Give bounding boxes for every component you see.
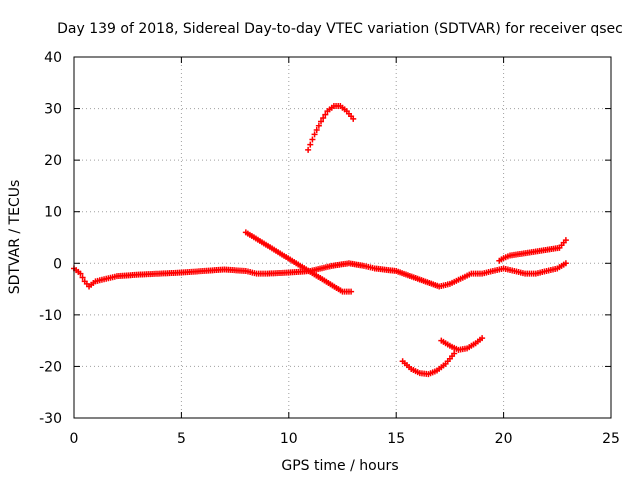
series-isolated	[242, 229, 355, 295]
data-point	[562, 260, 569, 267]
series-lower-arc-a	[399, 350, 458, 378]
y-tick-label: -20	[39, 359, 62, 375]
chart-title: Day 139 of 2018, Sidereal Day-to-day VTE…	[57, 21, 623, 37]
data-point	[309, 136, 316, 143]
y-tick-label: 0	[53, 256, 62, 272]
data-point	[307, 141, 314, 148]
x-tick-label: 5	[177, 431, 186, 447]
data-point	[562, 237, 569, 244]
data-point	[79, 274, 86, 281]
x-tick-label: 15	[387, 431, 405, 447]
grid	[74, 57, 611, 418]
y-tick-label: 40	[44, 50, 62, 66]
y-tick-label: 10	[44, 205, 62, 221]
data-point	[311, 131, 318, 138]
y-tick-label: 20	[44, 153, 62, 169]
series-lower-arc-b	[438, 335, 486, 353]
y-tick-label: -30	[39, 411, 62, 427]
x-axis-label: GPS time / hours	[281, 458, 398, 474]
y-tick-label: 30	[44, 102, 62, 118]
series-spikes	[496, 237, 569, 264]
series-baseline	[71, 260, 569, 290]
x-tick-label: 20	[495, 431, 513, 447]
tick-labels: 0 5 10 15 20 25 -30 -20 -10 0 10 20 30 40	[39, 50, 620, 447]
data-point	[315, 122, 322, 129]
x-tick-label: 0	[70, 431, 79, 447]
plot-frame	[73, 56, 612, 419]
data-point	[77, 270, 84, 277]
series-upper-arc	[305, 102, 357, 153]
y-axis-label: SDTVAR / TECUs	[7, 180, 23, 295]
x-tick-label: 10	[280, 431, 298, 447]
data-point	[479, 335, 486, 342]
data-point	[305, 146, 312, 153]
data-points	[71, 102, 569, 378]
data-point	[322, 111, 329, 118]
data-point	[451, 350, 458, 357]
y-tick-label: -10	[39, 308, 62, 324]
data-point	[348, 288, 355, 295]
data-point	[313, 127, 320, 134]
x-tick-label: 25	[602, 431, 620, 447]
ticks	[73, 56, 612, 419]
data-point	[318, 118, 325, 125]
data-point	[350, 115, 357, 122]
data-point	[320, 115, 327, 122]
